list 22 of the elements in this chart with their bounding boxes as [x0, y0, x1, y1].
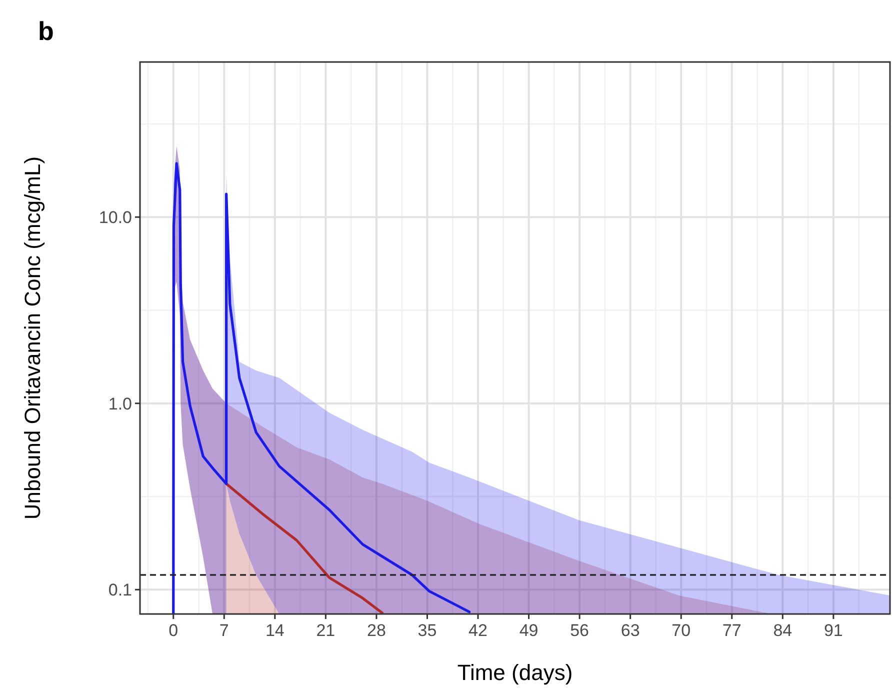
x-tick-label: 91: [824, 621, 843, 640]
x-tick-label: 84: [773, 621, 792, 640]
x-tick-label: 77: [722, 621, 742, 640]
x-tick-label: 63: [620, 621, 640, 640]
line-series: [225, 482, 384, 614]
x-axis-title: Time (days): [457, 660, 573, 685]
line-series: [172, 162, 471, 614]
x-tick-label: 28: [367, 621, 386, 640]
y-tick-label: 10.0: [98, 208, 132, 228]
x-tick-label: 42: [468, 621, 488, 640]
y-tick-label: 1.0: [108, 394, 132, 414]
x-tick-label: 56: [570, 621, 590, 640]
x-tick-label: 7: [219, 621, 229, 640]
x-tick-label: 35: [418, 621, 437, 640]
x-tick-label: 49: [519, 621, 538, 640]
x-tick-label: 70: [672, 621, 691, 640]
y-tick-label: 0.1: [108, 580, 132, 600]
x-tick-label: 0: [168, 621, 178, 640]
x-tick-label: 21: [316, 621, 336, 640]
y-axis-title: Unbound Oritavancin Conc (mcg/mL): [20, 156, 45, 520]
chart-title: b: [38, 16, 54, 46]
x-tick-label: 14: [265, 621, 284, 640]
